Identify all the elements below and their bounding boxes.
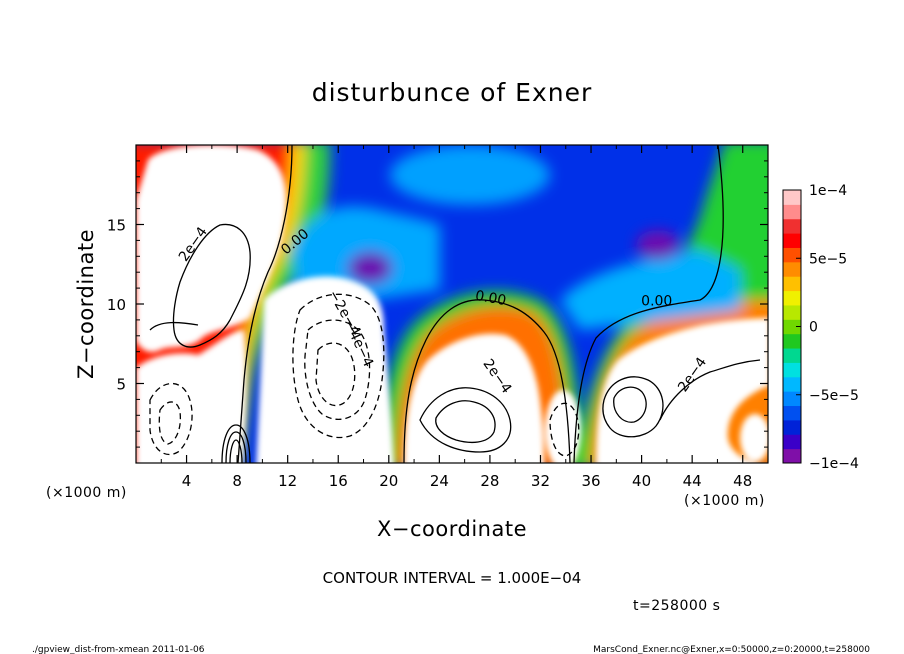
y-axis-label: Z−coordinate <box>74 229 98 379</box>
colorbar-swatch <box>783 376 801 392</box>
colorbar-tick-label: 5e−5 <box>809 251 847 267</box>
colorbar-swatch <box>783 233 801 248</box>
colorbar-swatch <box>783 290 801 306</box>
colorbar-swatch <box>783 190 801 205</box>
colorbar-swatch <box>783 276 801 292</box>
x-tick-label: 24 <box>430 472 449 490</box>
colorbar-swatch <box>783 419 801 435</box>
colorbar-swatch <box>783 333 801 349</box>
colorbar-swatch <box>783 405 801 421</box>
x-unit-right: (×1000 m) <box>684 493 765 509</box>
footer-left: ./gpview_dist-from-xmean 2011-01-06 <box>32 645 205 654</box>
chart-title: disturbunce of Exner <box>312 78 593 107</box>
y-tick-label: 15 <box>107 217 126 235</box>
colorbar: 1e−4 5e−5 0 −5e−5 −1e−4 <box>782 183 859 472</box>
footer-right: MarsCond_Exner.nc@Exner,x=0:50000,z=0:20… <box>593 645 870 654</box>
colorbar-swatch <box>783 304 801 320</box>
plot-area <box>136 145 768 463</box>
contour-interval-text: CONTOUR INTERVAL = 1.000E−04 <box>323 569 582 587</box>
colorbar-tick-label: 1e−4 <box>809 183 847 199</box>
x-tick-label: 16 <box>329 472 348 490</box>
x-tick-label: 12 <box>278 472 297 490</box>
colorbar-swatch <box>783 391 801 407</box>
x-tick-label: 20 <box>379 472 398 490</box>
x-tick-label: 28 <box>480 472 499 490</box>
colorbar-swatch <box>783 348 801 363</box>
colorbar-swatch <box>783 319 801 335</box>
x-unit-left: (×1000 m) <box>46 485 127 501</box>
x-tick-label: 40 <box>632 472 651 490</box>
colorbar-swatch <box>783 434 801 450</box>
x-tick-label: 8 <box>232 472 242 490</box>
x-tick-label: 4 <box>182 472 192 490</box>
colorbar-swatch <box>783 261 801 277</box>
x-tick-label: 36 <box>581 472 600 490</box>
contour-lines <box>149 145 761 463</box>
colorbar-tick-label: 0 <box>809 320 818 336</box>
y-tick-label: 5 <box>116 376 126 394</box>
x-axis-label: X−coordinate <box>377 517 527 541</box>
colorbar-tick-label: −1e−4 <box>809 456 859 472</box>
y-tick-label: 10 <box>107 296 126 314</box>
x-axis: 4 8 12 16 20 24 28 32 36 40 44 48 <box>135 145 769 490</box>
white-regions <box>136 145 768 463</box>
contour-label: 0.00 <box>474 288 507 309</box>
colorbar-swatch <box>783 247 801 263</box>
colorbar-swatch <box>783 448 801 464</box>
contour-label: 0.00 <box>641 294 672 310</box>
x-tick-label: 44 <box>683 472 702 490</box>
colorbar-swatch <box>783 362 801 378</box>
colorbar-swatch <box>783 218 801 234</box>
colorbar-swatch <box>783 204 801 220</box>
y-axis: 5 10 15 <box>107 160 768 448</box>
time-text: t=258000 s <box>633 598 720 614</box>
colorbar-tick-label: −5e−5 <box>809 388 859 404</box>
x-tick-label: 32 <box>531 472 550 490</box>
x-tick-label: 48 <box>733 472 752 490</box>
